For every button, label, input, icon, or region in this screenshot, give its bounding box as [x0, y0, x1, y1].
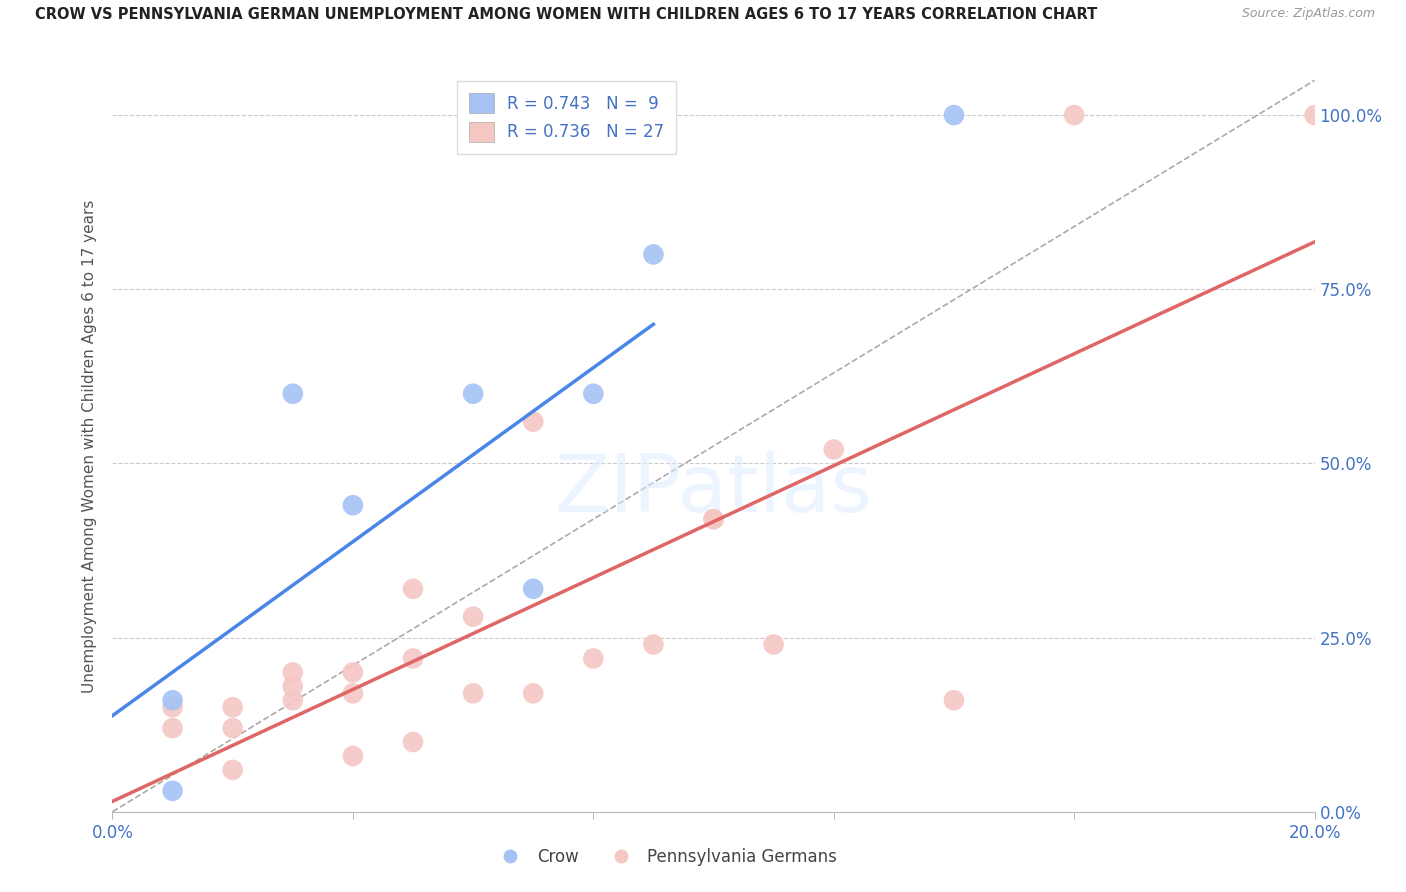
Point [643, 638, 665, 652]
Point [1303, 108, 1326, 122]
Point [522, 686, 544, 700]
Text: ZIPatlas: ZIPatlas [554, 450, 873, 529]
Point [461, 609, 484, 624]
Point [281, 679, 304, 693]
Point [281, 693, 304, 707]
Point [702, 512, 725, 526]
Point [162, 721, 184, 735]
Point [342, 749, 364, 764]
Text: CROW VS PENNSYLVANIA GERMAN UNEMPLOYMENT AMONG WOMEN WITH CHILDREN AGES 6 TO 17 : CROW VS PENNSYLVANIA GERMAN UNEMPLOYMENT… [35, 7, 1098, 22]
Point [402, 735, 425, 749]
Point [582, 651, 605, 665]
Point [762, 638, 785, 652]
Point [702, 512, 725, 526]
Point [522, 415, 544, 429]
Point [281, 665, 304, 680]
Point [162, 700, 184, 714]
Point [222, 763, 245, 777]
Point [222, 700, 245, 714]
Point [823, 442, 845, 457]
Point [942, 108, 965, 122]
Point [342, 665, 364, 680]
Point [461, 386, 484, 401]
Point [643, 247, 665, 261]
Point [402, 651, 425, 665]
Point [522, 582, 544, 596]
Point [402, 582, 425, 596]
Y-axis label: Unemployment Among Women with Children Ages 6 to 17 years: Unemployment Among Women with Children A… [82, 199, 97, 693]
Point [461, 686, 484, 700]
Legend: Crow, Pennsylvania Germans: Crow, Pennsylvania Germans [486, 841, 844, 873]
Point [222, 721, 245, 735]
Text: Source: ZipAtlas.com: Source: ZipAtlas.com [1241, 7, 1375, 21]
Point [342, 686, 364, 700]
Point [281, 386, 304, 401]
Point [162, 693, 184, 707]
Point [342, 498, 364, 512]
Point [1063, 108, 1085, 122]
Point [162, 784, 184, 798]
Point [942, 693, 965, 707]
Point [582, 386, 605, 401]
